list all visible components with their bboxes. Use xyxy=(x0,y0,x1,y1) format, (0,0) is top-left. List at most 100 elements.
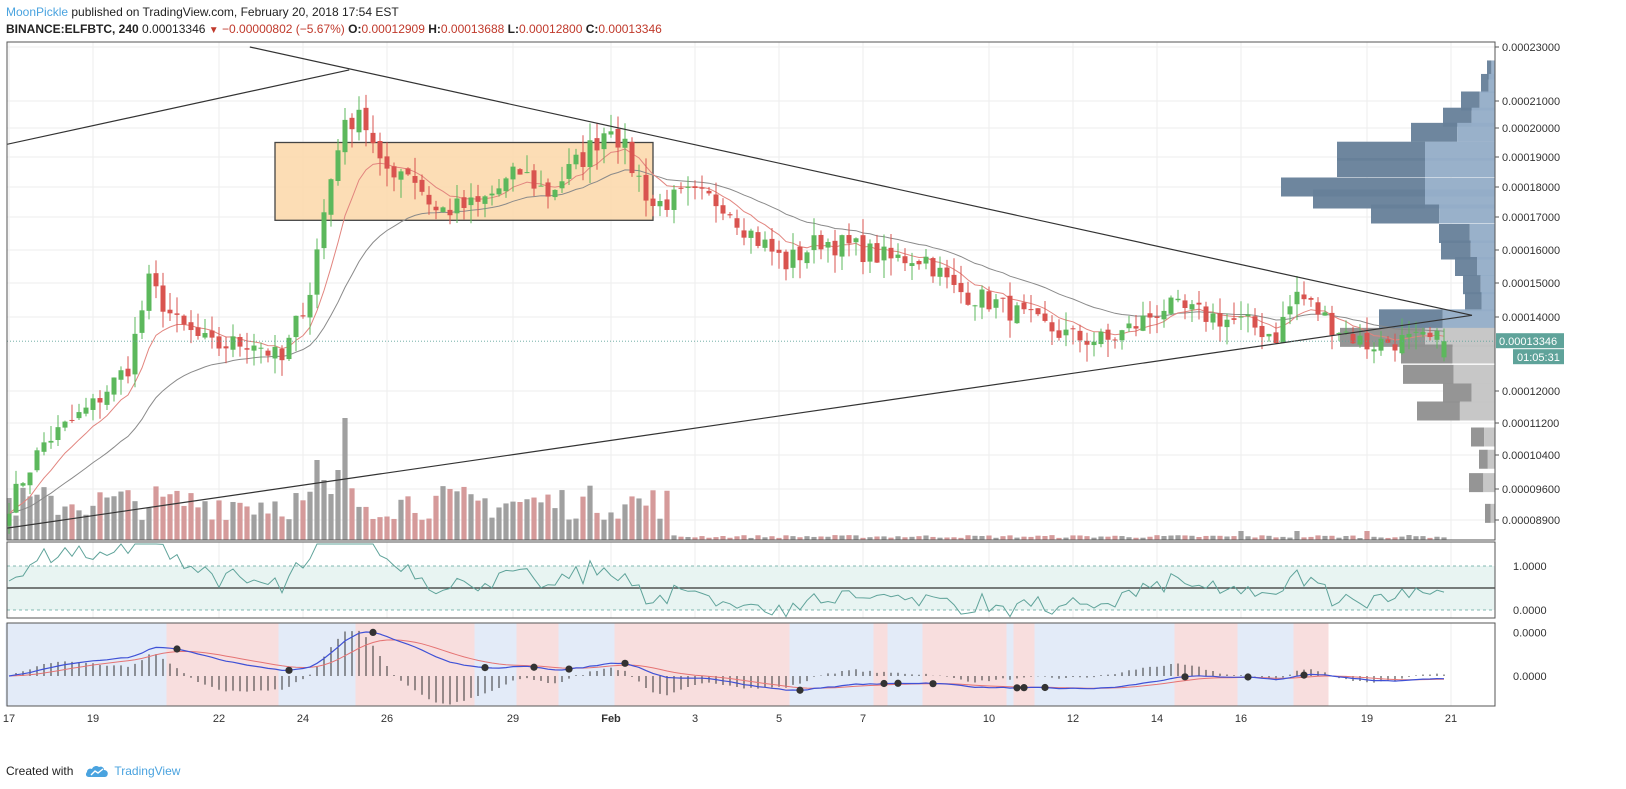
candles xyxy=(6,94,1447,534)
volume-bar xyxy=(1035,535,1041,540)
volume-bar xyxy=(797,537,803,540)
volume-bar xyxy=(1266,535,1272,540)
candle-body xyxy=(636,175,642,177)
volume-bar xyxy=(300,500,306,540)
candle-body xyxy=(223,346,229,349)
volume-bar xyxy=(1378,537,1384,540)
price-change: −0.00000802 (−5.67%) xyxy=(222,22,345,36)
volume-bar xyxy=(664,490,670,540)
candle-body xyxy=(1350,333,1356,344)
volume-bar xyxy=(90,505,96,540)
volume-bar xyxy=(1399,536,1405,540)
volume-profile-bar xyxy=(1469,224,1495,243)
volume-bar xyxy=(1238,531,1244,540)
volume-bar xyxy=(69,504,75,540)
candle-body xyxy=(1238,316,1244,318)
price-tick-label: 0.00017000 xyxy=(1502,212,1560,224)
volume-profile-bar xyxy=(1443,383,1472,403)
candle-body xyxy=(783,251,789,270)
candle-body xyxy=(839,235,845,257)
price-tick-label: 0.00020000 xyxy=(1502,123,1560,135)
volume-bar xyxy=(160,496,166,540)
candle-body xyxy=(1406,333,1412,338)
candle-body xyxy=(6,513,12,526)
price-tick-label: 0.00012000 xyxy=(1502,386,1560,398)
volume-bar xyxy=(657,518,663,540)
candle-body xyxy=(1007,295,1013,321)
candle-body xyxy=(559,181,565,189)
candle-body xyxy=(1287,306,1293,315)
volume-bar xyxy=(734,536,740,540)
candle-body xyxy=(146,273,152,311)
candle-body xyxy=(937,267,943,277)
volume-profile-bar xyxy=(1487,60,1492,80)
candle-body xyxy=(825,242,831,248)
volume-bar xyxy=(1098,536,1104,540)
candle-body xyxy=(853,238,859,243)
volume-profile-bar xyxy=(1453,364,1495,384)
volume-profile-bar xyxy=(1425,141,1495,161)
candle-body xyxy=(125,368,131,377)
volume-bar xyxy=(167,494,173,540)
price-axis[interactable]: 0.00023000 0.00021000 0.00020000 0.00019000… xyxy=(1495,42,1564,683)
candle-body xyxy=(251,345,257,351)
candle-body xyxy=(811,235,817,251)
macd-background xyxy=(922,623,1007,706)
author-link[interactable]: MoonPickle xyxy=(6,5,69,19)
candle-body xyxy=(846,235,852,244)
time-tick-label: 16 xyxy=(1235,713,1247,725)
volume-profile-bar xyxy=(1457,122,1495,142)
volume-bar xyxy=(895,536,901,540)
candle-body xyxy=(1084,340,1090,345)
candle-body xyxy=(671,189,677,210)
candle-body xyxy=(727,214,733,216)
macd-cross-dot xyxy=(1300,671,1308,679)
candle-body xyxy=(132,333,138,375)
macd-background xyxy=(873,623,888,706)
volume-bar xyxy=(1119,536,1125,540)
macd-cross-dot xyxy=(1181,673,1189,681)
candle-body xyxy=(181,315,187,325)
volume-bar xyxy=(748,537,754,540)
time-tick-label: 12 xyxy=(1067,713,1079,725)
candle-body xyxy=(797,246,803,261)
candle-body xyxy=(615,128,621,148)
volume-bar xyxy=(566,519,572,540)
volume-bar xyxy=(83,514,89,540)
publish-info: MoonPickle published on TradingView.com,… xyxy=(6,5,399,19)
macd-cross-dot xyxy=(621,659,629,667)
volume-bar xyxy=(1322,535,1328,540)
time-axis[interactable]: 17 19 22 24 26 29 Feb 3 5 7 10 12 14 16 19 21 xyxy=(3,713,1457,725)
candle-body xyxy=(370,132,376,144)
volume-bar xyxy=(258,502,264,540)
volume-profile-bar xyxy=(1337,158,1425,177)
macd-signal-line xyxy=(8,639,1445,689)
volume-bar xyxy=(1105,536,1111,540)
volume-bar xyxy=(1021,536,1027,540)
candle-body xyxy=(1175,298,1181,301)
price-chart[interactable]: 0.00023000 0.00021000 0.00020000 0.00019000… xyxy=(0,40,1626,762)
volume-bar xyxy=(937,537,943,540)
candle-body xyxy=(699,187,705,189)
volume-bar xyxy=(244,506,250,540)
volume-profile-bar xyxy=(1465,292,1482,312)
candle-body xyxy=(1133,326,1139,329)
volume-profile-bar xyxy=(1490,503,1495,523)
volume-bar xyxy=(587,485,593,540)
candle-body xyxy=(734,218,740,228)
candle-body xyxy=(979,289,985,308)
volume-profile-bar xyxy=(1411,122,1458,142)
volume-bar xyxy=(272,501,278,540)
volume-bar xyxy=(1231,536,1237,540)
candle-body xyxy=(174,313,180,315)
candle-body xyxy=(986,291,992,310)
candle-body xyxy=(1028,309,1034,311)
macd-tick-label: 0.0000 xyxy=(1513,627,1547,639)
candle-body xyxy=(139,310,145,333)
candle-body xyxy=(1014,305,1020,324)
candle-body xyxy=(1112,339,1118,341)
candle-body xyxy=(1042,313,1048,321)
macd-background xyxy=(614,623,790,706)
volume-bar xyxy=(608,512,614,540)
tradingview-logo[interactable]: TradingView xyxy=(85,764,180,778)
